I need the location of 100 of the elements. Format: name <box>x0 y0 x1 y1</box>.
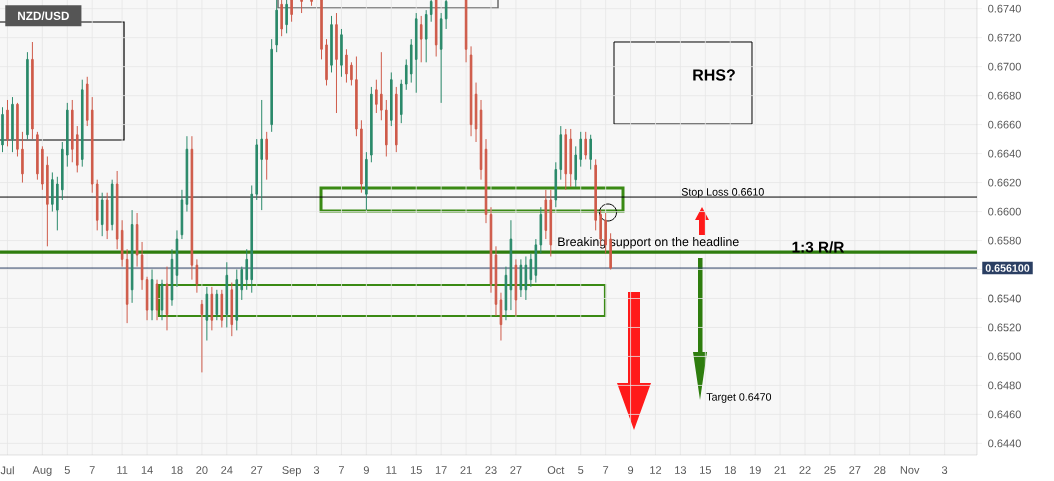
candlestick <box>120 219 124 268</box>
x-tick-label: 7 <box>89 466 95 474</box>
candlestick <box>375 79 378 114</box>
candlestick <box>220 289 224 328</box>
y-tick-label: 0.6500 <box>988 352 1021 361</box>
candlestick <box>584 131 587 160</box>
x-tick-label: 11 <box>386 466 397 474</box>
y-tick-label: 0.6640 <box>988 149 1021 158</box>
x-tick-label: Jul <box>0 466 14 475</box>
candlestick <box>424 9 428 63</box>
x-tick-label: 24 <box>221 466 233 474</box>
candlestick <box>439 12 443 104</box>
x-tick-label: 19 <box>749 466 761 474</box>
candlestick <box>100 192 104 237</box>
candlestick <box>320 0 323 60</box>
candlestick <box>135 212 139 268</box>
y-tick-label: 0.6520 <box>988 323 1021 332</box>
candlestick <box>115 170 119 250</box>
candlestick <box>534 238 538 284</box>
candlestick <box>579 131 583 168</box>
candlestick <box>265 131 268 181</box>
candlestick <box>499 292 503 342</box>
candlestick <box>569 128 573 188</box>
x-tick-label: Oct <box>547 466 565 474</box>
x-tick-label: 17 <box>435 466 447 474</box>
candlestick <box>200 299 204 373</box>
x-tick-label: 7 <box>603 466 609 474</box>
x-tick-label: 27 <box>510 466 522 474</box>
candlestick <box>31 41 34 140</box>
candlestick <box>66 102 69 168</box>
y-tick-label: 0.6620 <box>988 178 1021 187</box>
x-tick-label: 18 <box>724 466 736 474</box>
candlestick <box>360 119 363 194</box>
candlestick <box>275 0 278 53</box>
candlestick <box>564 128 568 191</box>
candlestick <box>429 0 433 23</box>
candlestick <box>330 15 333 73</box>
y-tick-label: 0.6660 <box>988 120 1021 129</box>
annotation: RHS? <box>693 69 735 81</box>
candlestick <box>36 131 39 181</box>
candlestick <box>1 106 4 153</box>
x-tick-label: 9 <box>628 466 634 474</box>
x-tick-label: 14 <box>141 466 153 474</box>
x-tick-label: 7 <box>338 466 344 474</box>
ref-line-label: Stop Loss 0.6610 <box>681 188 764 198</box>
candlestick <box>41 145 44 191</box>
candlestick <box>215 289 219 321</box>
x-tick-label: 9 <box>363 466 369 474</box>
candlestick <box>175 229 179 288</box>
x-tick-label: Aug <box>32 466 52 477</box>
candlestick <box>46 155 49 247</box>
candlestick <box>574 145 578 188</box>
candlestick <box>130 209 134 304</box>
candlestick <box>280 0 283 37</box>
candlestick <box>519 258 523 298</box>
annotation: Target 0.6470 <box>706 393 772 403</box>
candlestick <box>365 151 368 211</box>
y-tick-label: 0.6540 <box>988 294 1021 303</box>
candlestick <box>559 125 563 181</box>
candlestick <box>290 0 293 23</box>
candlestick <box>300 0 303 14</box>
candlestick <box>414 12 418 94</box>
candlestick <box>464 0 468 63</box>
x-tick-label: 5 <box>578 466 584 474</box>
y-tick-label: 0.6440 <box>988 439 1021 448</box>
candlestick <box>230 282 234 337</box>
candlestick <box>90 96 94 194</box>
candlestick <box>11 96 14 153</box>
x-tick-label: 15 <box>410 466 422 474</box>
candlestick <box>105 192 109 240</box>
candlestick <box>21 131 24 184</box>
candlestick <box>6 99 9 147</box>
x-tick-label: 20 <box>196 466 208 474</box>
candlestick <box>145 276 149 321</box>
y-tick-label: 0.6480 <box>988 381 1021 390</box>
candlestick <box>474 82 478 143</box>
candlestick <box>340 28 343 78</box>
candlestick <box>394 86 398 153</box>
annotation: 1:3 R/R <box>792 241 845 253</box>
candlestick <box>594 158 597 231</box>
candlestick <box>260 99 263 211</box>
candlestick <box>335 12 338 114</box>
candlestick <box>150 269 154 321</box>
candlestick <box>285 0 288 34</box>
y-tick-label: 0.6720 <box>988 33 1021 42</box>
candlestick <box>245 248 249 291</box>
candlestick <box>350 61 353 86</box>
y-tick-label: 0.6580 <box>988 236 1021 245</box>
candlestick <box>270 38 273 133</box>
x-tick-label: 5 <box>64 466 70 474</box>
candlestick <box>165 266 169 331</box>
candlestick <box>255 138 259 201</box>
candlestick <box>195 258 199 294</box>
x-tick-label: 13 <box>675 466 687 474</box>
y-tick-label: 0.6700 <box>988 62 1021 71</box>
candlestick <box>549 189 553 257</box>
x-tick-label: 21 <box>460 466 472 474</box>
y-tick-label: 0.6740 <box>988 4 1021 13</box>
candlestick <box>235 269 239 331</box>
candlestick <box>514 258 518 317</box>
